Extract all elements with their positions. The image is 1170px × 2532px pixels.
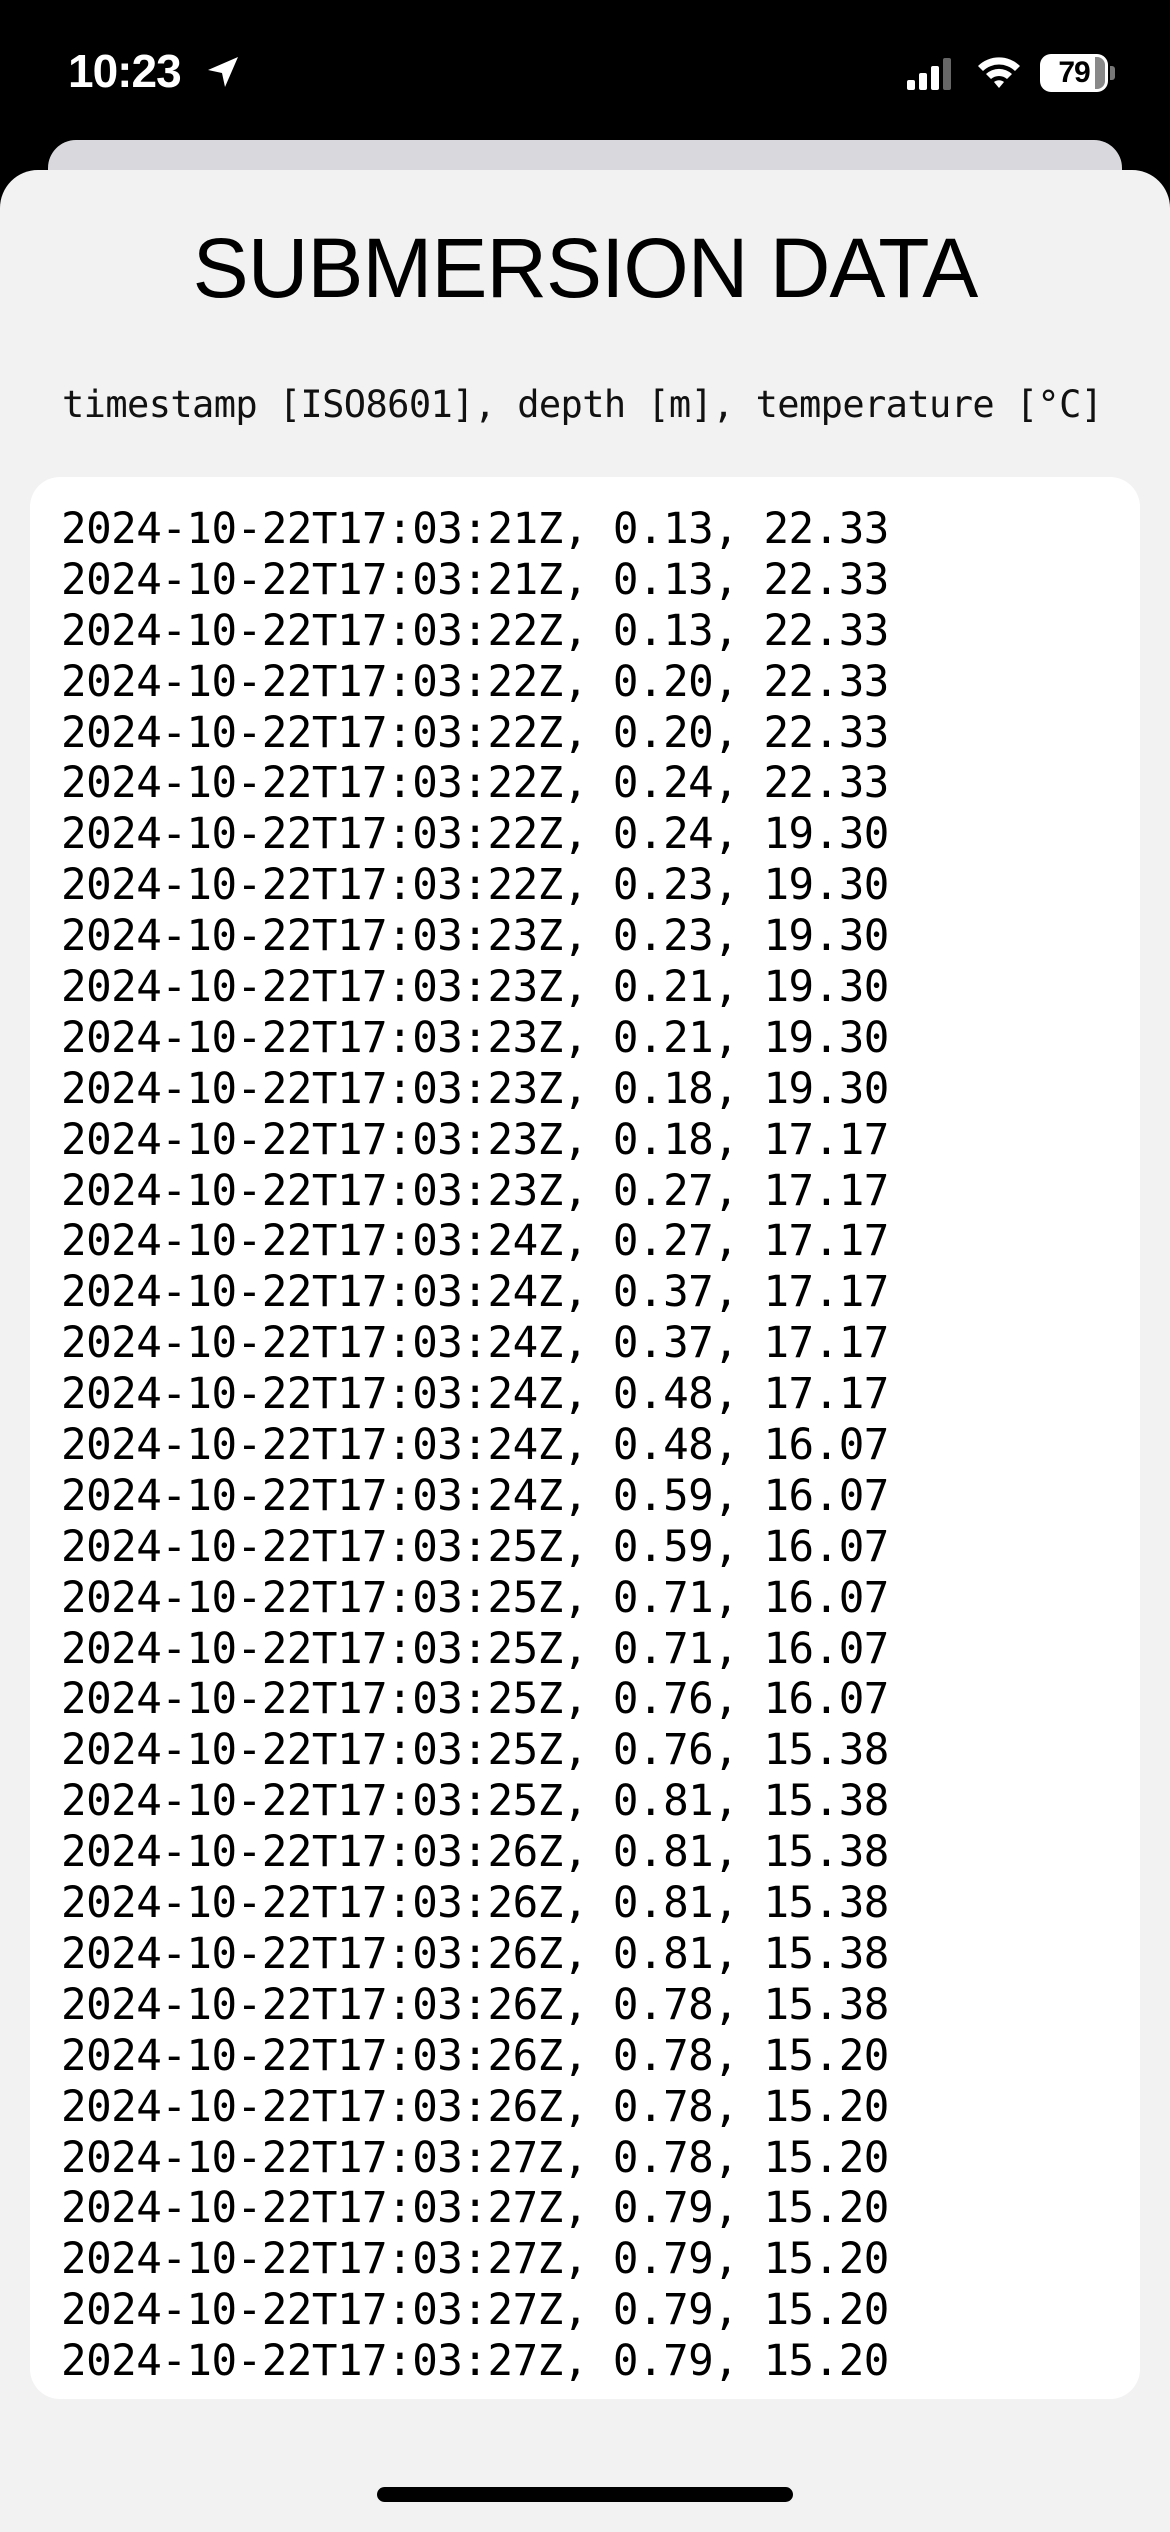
data-row: 2024-10-22T17:03:25Z, 0.76, 16.07 (61, 1675, 889, 1725)
data-row: 2024-10-22T17:03:24Z, 0.37, 17.17 (61, 1319, 889, 1369)
data-row: 2024-10-22T17:03:23Z, 0.27, 17.17 (61, 1166, 889, 1216)
data-row: 2024-10-22T17:03:22Z, 0.24, 22.33 (61, 759, 889, 809)
data-row: 2024-10-22T17:03:24Z, 0.27, 17.17 (61, 1217, 889, 1267)
data-row: 2024-10-22T17:03:22Z, 0.24, 19.30 (61, 810, 889, 860)
data-row: 2024-10-22T17:03:22Z, 0.20, 22.33 (61, 657, 889, 707)
data-row: 2024-10-22T17:03:26Z, 0.78, 15.20 (61, 2082, 889, 2132)
status-bar: 10:23 79 (0, 0, 1170, 150)
data-row: 2024-10-22T17:03:27Z, 0.79, 15.20 (61, 2235, 889, 2285)
data-row: 2024-10-22T17:03:23Z, 0.21, 19.30 (61, 1013, 889, 1063)
data-row: 2024-10-22T17:03:21Z, 0.13, 22.33 (61, 555, 889, 605)
data-row: 2024-10-22T17:03:23Z, 0.23, 19.30 (61, 912, 889, 962)
data-row: 2024-10-22T17:03:23Z, 0.21, 19.30 (61, 963, 889, 1013)
page-title: SUBMERSION DATA (192, 221, 979, 315)
column-header: timestamp [ISO8601], depth [m], temperat… (62, 383, 1103, 426)
data-row: 2024-10-22T17:03:26Z, 0.81, 15.38 (61, 1929, 889, 1979)
data-row: 2024-10-22T17:03:24Z, 0.59, 16.07 (61, 1471, 889, 1521)
wifi-icon (978, 57, 1020, 88)
data-row: 2024-10-22T17:03:24Z, 0.37, 17.17 (61, 1268, 889, 1318)
data-row: 2024-10-22T17:03:27Z, 0.79, 15.20 (61, 2337, 889, 2387)
data-row: 2024-10-22T17:03:26Z, 0.81, 15.38 (61, 1879, 889, 1929)
data-row: 2024-10-22T17:03:25Z, 0.71, 16.07 (61, 1624, 889, 1674)
data-row: 2024-10-22T17:03:23Z, 0.18, 19.30 (61, 1064, 889, 1114)
data-row: 2024-10-22T17:03:27Z, 0.79, 15.20 (61, 2184, 889, 2234)
data-row: 2024-10-22T17:03:24Z, 0.48, 17.17 (61, 1370, 889, 1420)
battery-level: 79 (1058, 56, 1090, 89)
data-row: 2024-10-22T17:03:25Z, 0.59, 16.07 (61, 1522, 889, 1572)
data-row: 2024-10-22T17:03:26Z, 0.78, 15.38 (61, 1980, 889, 2030)
data-row: 2024-10-22T17:03:26Z, 0.78, 15.20 (61, 2031, 889, 2081)
status-time: 10:23 (68, 45, 182, 97)
data-rows: 2024-10-22T17:03:21Z, 0.13, 22.33 2024-10… (61, 505, 889, 2388)
data-row: 2024-10-22T17:03:26Z, 0.81, 15.38 (61, 1828, 889, 1878)
data-row: 2024-10-22T17:03:23Z, 0.18, 17.17 (61, 1115, 889, 1165)
data-row: 2024-10-22T17:03:27Z, 0.78, 15.20 (61, 2133, 889, 2183)
data-row: 2024-10-22T17:03:25Z, 0.81, 15.38 (61, 1777, 889, 1827)
battery-icon: 79 (1040, 54, 1116, 92)
data-row: 2024-10-22T17:03:22Z, 0.23, 19.30 (61, 861, 889, 911)
data-row: 2024-10-22T17:03:22Z, 0.20, 22.33 (61, 708, 889, 758)
data-row: 2024-10-22T17:03:27Z, 0.79, 15.20 (61, 2286, 889, 2336)
data-row: 2024-10-22T17:03:25Z, 0.76, 15.38 (61, 1726, 889, 1776)
data-log-card[interactable]: 2024-10-22T17:03:21Z, 0.13, 22.33 2024-10… (30, 477, 1140, 2399)
data-row: 2024-10-22T17:03:21Z, 0.13, 22.33 (61, 505, 889, 554)
home-indicator[interactable] (377, 2487, 793, 2502)
data-row: 2024-10-22T17:03:24Z, 0.48, 16.07 (61, 1421, 889, 1471)
cellular-signal-icon (907, 58, 951, 90)
data-row: 2024-10-22T17:03:22Z, 0.13, 22.33 (61, 606, 889, 656)
location-arrow-icon (208, 57, 238, 87)
data-row: 2024-10-22T17:03:25Z, 0.71, 16.07 (61, 1573, 889, 1623)
